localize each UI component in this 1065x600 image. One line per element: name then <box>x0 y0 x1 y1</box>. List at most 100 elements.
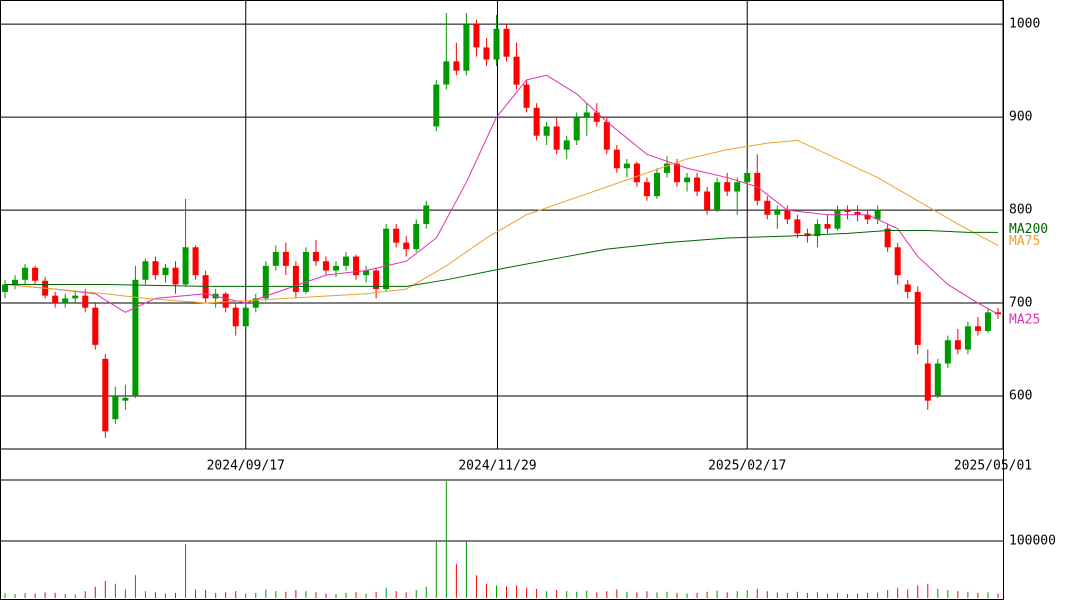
candle-body <box>393 228 400 243</box>
candle-body <box>302 251 309 292</box>
candle-body <box>854 211 861 215</box>
candle-body <box>162 267 169 276</box>
candle-body <box>704 191 711 211</box>
candle-body <box>102 358 109 432</box>
candle-body <box>443 61 450 85</box>
candle-body <box>583 112 590 118</box>
candle-body <box>503 28 510 57</box>
x-tick-label: 2025/05/01 <box>954 459 1032 474</box>
candle-body <box>924 363 931 401</box>
candle-body <box>92 307 99 345</box>
candle-body <box>994 312 1001 315</box>
candle-body <box>984 312 991 331</box>
candle-body <box>944 340 951 364</box>
candle-body <box>553 126 560 150</box>
y-tick-label: 600 <box>1009 389 1032 404</box>
candle-body <box>954 340 961 350</box>
x-tick-label: 2024/11/29 <box>458 459 536 474</box>
candle-body <box>914 291 921 345</box>
candle-body <box>864 214 871 220</box>
candle-body <box>894 247 901 276</box>
y-tick-label: 800 <box>1009 203 1032 218</box>
candle-body <box>32 267 39 281</box>
candle-body <box>974 326 981 331</box>
candle-body <box>473 24 480 48</box>
candle-body <box>292 265 299 292</box>
candle-body <box>463 24 470 71</box>
x-tick-label: 2025/02/17 <box>708 459 786 474</box>
candle-body <box>112 396 119 420</box>
candle-body <box>744 172 751 183</box>
candle-body <box>182 247 189 285</box>
candle-body <box>653 172 660 197</box>
candle-body <box>633 163 640 183</box>
candle-body <box>714 182 721 211</box>
legend-label: MA200 <box>1009 222 1048 237</box>
candle-body <box>373 270 380 290</box>
candle-body <box>192 247 199 276</box>
candle-body <box>513 56 520 85</box>
candle-body <box>764 200 771 215</box>
candle-body <box>423 205 430 225</box>
candle-body <box>142 261 149 280</box>
candle-body <box>573 117 580 141</box>
candle-body <box>403 242 410 250</box>
candle-body <box>12 279 19 285</box>
candle-body <box>322 261 329 271</box>
candle-body <box>453 61 460 71</box>
volume-frame <box>0 479 1004 600</box>
y-tick-label: 1000 <box>1009 17 1040 32</box>
candle-body <box>623 163 630 169</box>
candle-body <box>52 295 59 304</box>
candle-body <box>934 363 941 397</box>
candle-body <box>483 47 490 60</box>
candle-body <box>603 121 610 150</box>
candle-body <box>834 210 841 229</box>
candle-body <box>643 182 650 197</box>
candle-body <box>613 149 620 169</box>
candle-body <box>663 163 671 173</box>
candle-body <box>593 112 600 122</box>
candle-body <box>62 298 69 304</box>
candle-body <box>82 295 89 308</box>
y-tick-label: 700 <box>1009 296 1032 311</box>
candle-body <box>413 224 420 250</box>
candle-body <box>312 251 319 262</box>
ma-line <box>4 74 999 315</box>
candle-body <box>232 307 239 327</box>
candle-body <box>282 251 289 266</box>
candle-body <box>774 210 781 215</box>
candle-body <box>132 279 139 397</box>
candle-body <box>172 267 179 285</box>
candle-body <box>242 307 249 327</box>
candle-body <box>433 84 440 127</box>
y-tick-label: 100000 <box>1009 533 1056 548</box>
candle-body <box>383 228 390 290</box>
candle-body <box>343 256 350 266</box>
candle-body <box>694 177 701 192</box>
candle-body <box>252 298 259 308</box>
candle-body <box>684 177 691 183</box>
candle-body <box>332 265 340 271</box>
candle-body <box>363 270 370 276</box>
candle-body <box>272 251 279 266</box>
candle-body <box>22 267 29 280</box>
candle-body <box>353 256 360 276</box>
legend-label: MA25 <box>1009 313 1040 328</box>
candle-body <box>493 28 500 60</box>
candle-body <box>72 295 79 299</box>
candle-body <box>152 261 159 276</box>
candle-body <box>874 210 881 220</box>
candle-body <box>904 284 911 292</box>
candle-body <box>814 224 821 237</box>
candle-body <box>543 126 550 136</box>
candle-body <box>734 182 741 192</box>
candle-body <box>794 219 801 234</box>
candle-body <box>523 84 530 108</box>
x-tick-label: 2024/09/17 <box>207 459 285 474</box>
candle-body <box>724 182 731 192</box>
candle-body <box>533 107 540 136</box>
candle-body <box>844 210 851 212</box>
